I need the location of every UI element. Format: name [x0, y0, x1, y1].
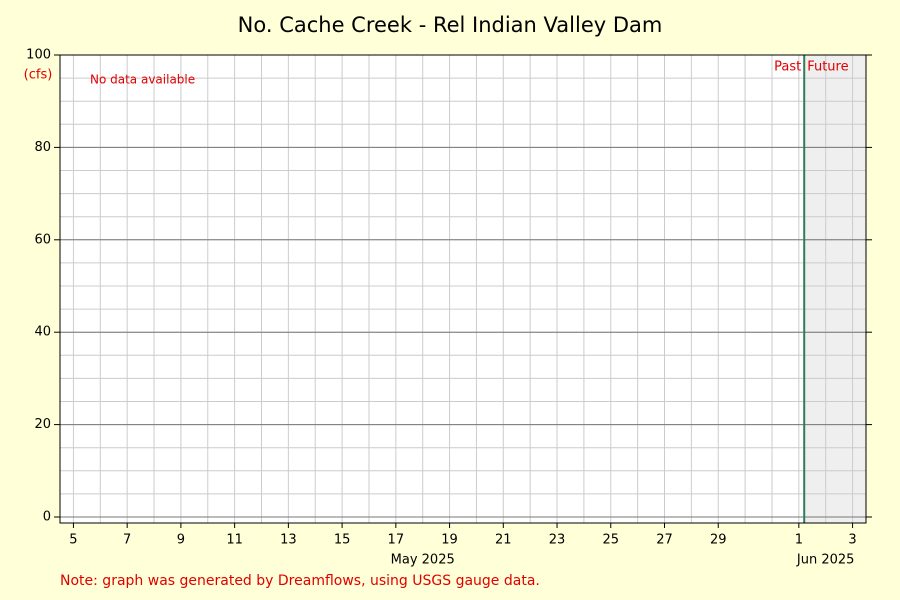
chart-title: No. Cache Creek - Rel Indian Valley Dam [238, 13, 663, 37]
y-tick-label: 80 [34, 140, 51, 155]
month-label: May 2025 [391, 553, 455, 568]
x-tick-label: 7 [123, 533, 131, 548]
past-label: Past [774, 60, 801, 75]
x-tick-label: 23 [549, 533, 566, 548]
x-tick-label: 9 [177, 533, 185, 548]
x-tick-label: 21 [495, 533, 512, 548]
y-unit: (cfs) [24, 68, 53, 83]
note: Note: graph was generated by Dreamflows,… [60, 573, 540, 589]
x-tick-label: 15 [334, 533, 351, 548]
future-region [804, 55, 866, 523]
x-tick-label: 13 [280, 533, 297, 548]
x-tick-label: 29 [710, 533, 727, 548]
x-tick-label: 27 [656, 533, 673, 548]
x-tick-label: 25 [602, 533, 619, 548]
x-tick-label: 5 [69, 533, 77, 548]
month-label: Jun 2025 [796, 553, 855, 568]
x-tick-label: 1 [795, 533, 803, 548]
y-tick-label: 40 [34, 325, 51, 340]
x-tick-label: 17 [388, 533, 405, 548]
plot-frame [59, 54, 867, 524]
y-tick-label: 60 [34, 232, 51, 247]
x-tick-label: 19 [441, 533, 458, 548]
x-tick-label: 3 [848, 533, 856, 548]
y-tick-label: 20 [34, 417, 51, 432]
y-tick-label: 100 [26, 48, 51, 63]
y-tick-label: 0 [43, 509, 51, 524]
plot-area [60, 55, 866, 523]
no-data-message: No data available [90, 73, 195, 87]
x-tick-label: 11 [226, 533, 243, 548]
future-label: Future [807, 60, 848, 75]
